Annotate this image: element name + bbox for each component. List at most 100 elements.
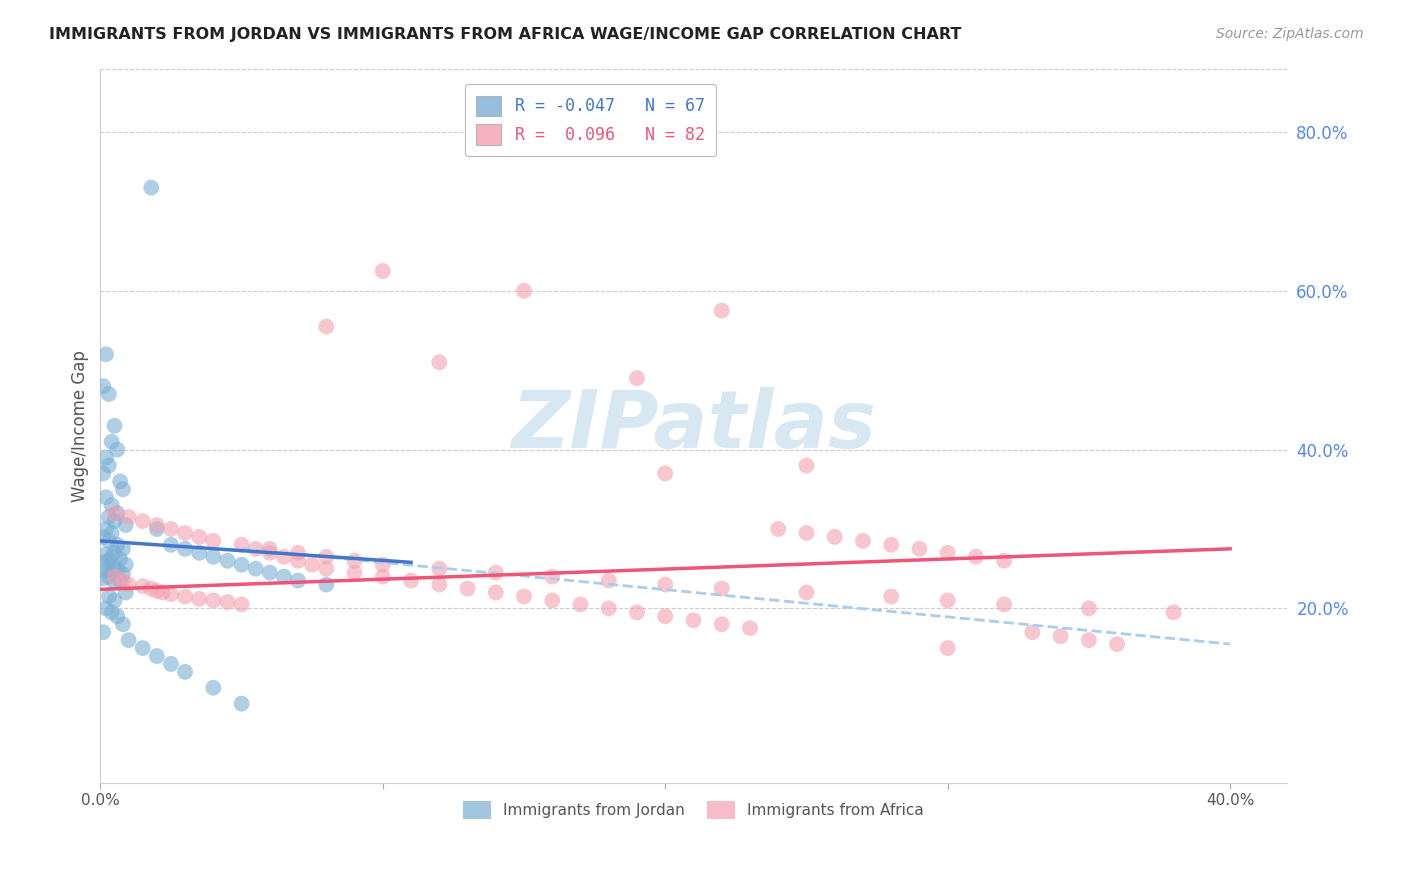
Point [94,522,117,536]
Point [231,558,253,572]
Point [97,569,120,583]
Point [111,617,134,632]
Point [94,490,117,504]
Point [94,601,117,615]
Text: IMMIGRANTS FROM JORDAN VS IMMIGRANTS FROM AFRICA WAGE/INCOME GAP CORRELATION CHA: IMMIGRANTS FROM JORDAN VS IMMIGRANTS FRO… [49,27,962,42]
Point [111,483,134,497]
Point [513,284,536,298]
Point [103,418,125,433]
Point [301,558,323,572]
Point [598,601,620,615]
Point [287,554,309,568]
Point [936,546,959,560]
Point [1107,637,1129,651]
Point [105,538,128,552]
Point [103,514,125,528]
Point [105,562,128,576]
Point [485,585,508,599]
Point [315,319,337,334]
Point [97,387,120,401]
Point [103,506,125,520]
Point [202,533,225,548]
Point [117,510,139,524]
Point [259,566,281,580]
Point [202,549,225,564]
Point [97,458,120,473]
Point [541,569,564,583]
Point [91,625,114,640]
Point [146,518,169,533]
Point [993,598,1015,612]
Point [273,569,295,583]
Point [114,585,136,599]
Point [132,579,155,593]
Point [103,560,125,574]
Point [97,590,120,604]
Point [626,605,648,619]
Point [141,180,163,194]
Point [174,541,197,556]
Legend: Immigrants from Jordan, Immigrants from Africa: Immigrants from Jordan, Immigrants from … [457,795,929,825]
Point [103,575,125,590]
Point [936,641,959,656]
Point [217,595,239,609]
Point [188,591,211,606]
Point [457,582,479,596]
Point [100,549,122,564]
Point [146,522,169,536]
Point [108,552,131,566]
Point [936,593,959,607]
Point [105,609,128,624]
Point [111,541,134,556]
Point [399,574,422,588]
Text: ZIPatlas: ZIPatlas [510,387,876,465]
Point [160,522,183,536]
Point [117,633,139,648]
Point [654,577,676,591]
Point [824,530,846,544]
Point [114,518,136,533]
Point [315,549,337,564]
Point [766,522,789,536]
Point [114,558,136,572]
Point [287,546,309,560]
Point [598,574,620,588]
Point [188,530,211,544]
Point [97,510,120,524]
Point [117,577,139,591]
Point [1077,633,1099,648]
Point [343,554,366,568]
Point [259,546,281,560]
Point [682,613,704,627]
Point [287,574,309,588]
Point [105,506,128,520]
Point [908,541,931,556]
Point [108,574,131,588]
Point [1163,605,1185,619]
Point [371,264,394,278]
Point [1049,629,1071,643]
Point [94,548,117,562]
Point [371,558,394,572]
Point [245,562,267,576]
Point [111,567,134,582]
Point [880,590,903,604]
Point [273,549,295,564]
Point [965,549,987,564]
Point [796,585,818,599]
Point [427,562,450,576]
Point [343,566,366,580]
Point [91,467,114,481]
Point [94,450,117,465]
Point [91,571,114,585]
Text: Source: ZipAtlas.com: Source: ZipAtlas.com [1216,27,1364,41]
Point [315,562,337,576]
Y-axis label: Wage/Income Gap: Wage/Income Gap [72,350,89,501]
Point [91,379,114,393]
Point [1021,625,1043,640]
Point [105,442,128,457]
Point [91,555,114,569]
Point [100,498,122,512]
Point [146,648,169,663]
Point [160,587,183,601]
